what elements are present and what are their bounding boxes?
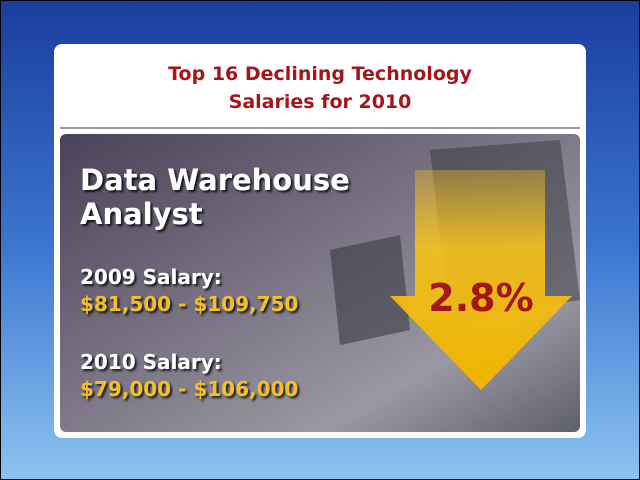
salary-range: $79,000 - $106,000	[80, 377, 298, 401]
title: Salaries for 2010	[229, 91, 412, 113]
salary-range: $81,500 - $109,750	[80, 292, 298, 316]
photo	[60, 134, 580, 432]
salary-label: 2009 Salary:	[80, 265, 222, 289]
job-title: Data Warehouse	[80, 163, 350, 197]
job-title: Analyst	[80, 197, 203, 231]
title: Top 16 Declining Technology	[168, 63, 472, 85]
decline-percent: 2.8%	[428, 276, 533, 320]
down-arrow	[390, 170, 572, 390]
keyboard	[330, 235, 410, 345]
salary-label: 2010 Salary:	[80, 350, 222, 374]
